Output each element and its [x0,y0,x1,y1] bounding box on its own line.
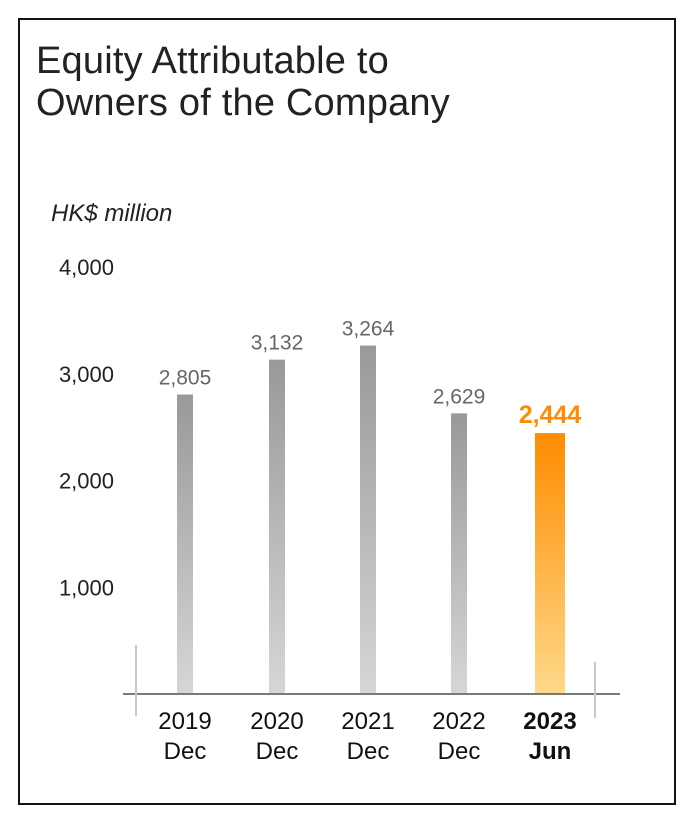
chart-title-line-2: Owners of the Company [36,82,450,124]
x-tick-label-period: Dec [347,738,390,765]
y-tick-label: 1,000 [59,575,114,600]
x-tick-label-year: 2022 [432,708,485,735]
x-tick-label-period: Dec [438,738,481,765]
x-tick-label-year: 2021 [341,708,394,735]
bar [451,413,467,694]
x-tick-label-period: Dec [164,738,207,765]
chart-title-line-1: Equity Attributable to [36,40,389,82]
bar [177,394,193,694]
chart-frame [18,18,676,805]
x-tick-label-year: 2019 [158,708,211,735]
y-tick-label: 2,000 [59,469,114,494]
bar [360,345,376,694]
y-axis-unit-label: HK$ million [51,200,173,227]
chart-title: Equity Attributable to Owners of the Com… [36,40,450,124]
bar-highlight [535,433,565,694]
y-tick-label: 4,000 [59,255,114,280]
x-tick-label-period: Dec [256,738,299,765]
value-label: 2,629 [433,385,486,408]
value-label-highlight: 2,444 [519,401,582,429]
x-tick-label-year: 2023 [523,708,576,735]
value-label: 3,264 [342,318,395,341]
y-tick-label: 3,000 [59,362,114,387]
bar [269,359,285,694]
value-label: 2,805 [159,367,212,390]
value-label: 3,132 [251,332,304,355]
x-tick-label-year: 2020 [250,708,303,735]
x-tick-label-period: Jun [529,738,572,765]
